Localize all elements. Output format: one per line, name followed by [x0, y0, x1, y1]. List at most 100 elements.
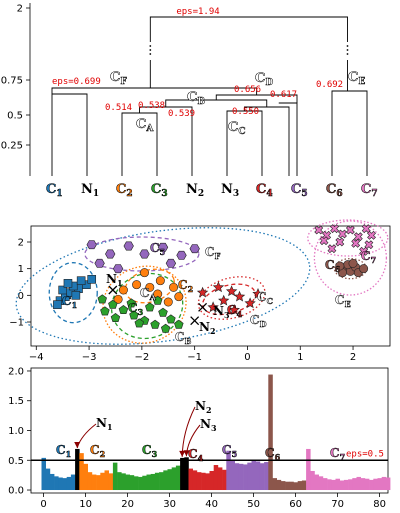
bar-ytick-label: 0.0 [8, 486, 24, 497]
dendro-ytick-label: 2 [17, 4, 23, 15]
label-c6: C6 [325, 258, 341, 274]
bar-c7 [348, 479, 353, 491]
bar-c3 [150, 473, 156, 491]
noise-n2 [190, 316, 200, 326]
break-dot [346, 49, 349, 51]
bar-c4 [222, 469, 227, 491]
point-c7 [364, 240, 374, 250]
bar-c1 [62, 478, 67, 491]
hull-ce [313, 220, 388, 296]
bar-c7 [364, 478, 370, 491]
bar-c7 [331, 479, 336, 491]
point-c3 [160, 323, 171, 333]
bar-n1 [75, 448, 80, 491]
bar-c4 [188, 468, 193, 491]
point-c7 [367, 230, 376, 240]
point-c7 [353, 232, 363, 242]
point-c3 [108, 299, 118, 309]
point-c6 [359, 264, 369, 274]
bar-c1 [58, 477, 63, 491]
point-c3 [129, 310, 139, 320]
label-c3: C3 [142, 443, 158, 459]
point-c5 [86, 240, 97, 250]
point-c3 [158, 307, 168, 317]
arrow-n3-head [183, 450, 190, 457]
eps-label-0656: 0.656 [234, 85, 261, 95]
label-c3: C3 [151, 182, 168, 199]
point-c3 [174, 319, 184, 329]
label-c6: C6 [265, 446, 281, 462]
scatter-xtick-label: 0 [244, 352, 250, 363]
label-n1: N1 [81, 182, 99, 199]
bar-c5 [230, 460, 235, 491]
label-c2: C2 [116, 182, 133, 199]
label-c4: C4 [227, 303, 243, 319]
point-c2 [155, 276, 165, 286]
scatter-xtick-label: −3 [82, 352, 97, 363]
point-c7 [345, 225, 355, 235]
bar-c6 [289, 481, 294, 491]
label-ca: CA [136, 117, 154, 134]
point-c7 [314, 225, 324, 235]
threshold-label: eps=0.5 [346, 449, 384, 459]
bar-c3 [129, 475, 135, 491]
bar-c2 [83, 463, 88, 491]
label-c7: C7 [361, 182, 378, 199]
bar-c3 [121, 473, 126, 491]
label-n3: N3 [200, 417, 217, 433]
point-c3 [118, 305, 129, 315]
bar-c3 [154, 472, 160, 491]
bar-c3 [133, 476, 139, 491]
break-dot [346, 45, 349, 47]
label-ce: CE [348, 70, 365, 87]
scatter-xtick-label: −1 [187, 352, 202, 363]
point-c3 [145, 302, 155, 312]
eps-label-0617: 0.617 [270, 90, 297, 100]
point-c3 [166, 314, 176, 324]
bar-xtick-label: 80 [373, 499, 386, 510]
point-c4 [244, 297, 256, 309]
hull-cf [15, 227, 311, 345]
bar-c1 [41, 457, 46, 491]
bar-n2 [180, 457, 185, 491]
bar-c1 [45, 468, 51, 491]
bar-c2 [91, 474, 97, 491]
bar-c5 [251, 460, 256, 491]
point-c5 [139, 249, 150, 259]
bar-c6 [293, 482, 298, 491]
bar-c3 [138, 476, 143, 491]
dendro-link [51, 87, 258, 176]
bar-c7 [352, 478, 357, 491]
label-ce: CE [335, 293, 351, 309]
label-cf: CF [110, 70, 127, 87]
bar-c3 [171, 467, 177, 491]
point-c5 [157, 242, 169, 252]
bar-c7 [322, 478, 328, 491]
dendro-ytick-label: 0.5 [7, 111, 23, 122]
bar-c7 [369, 479, 374, 491]
bar-c2 [96, 475, 101, 491]
dendro-link [52, 93, 88, 176]
bar-c3 [167, 469, 172, 491]
point-c4 [212, 281, 225, 293]
label-c6: C6 [326, 182, 343, 199]
bar-c4 [196, 472, 202, 491]
label-cc: CC [228, 120, 246, 137]
scatter-ytick-label: 1 [18, 264, 24, 275]
bar-ytick-label: 1.0 [8, 426, 24, 437]
bar-c3 [163, 470, 168, 491]
bar-c7 [385, 477, 391, 491]
label-c5: C5 [222, 443, 237, 459]
bar-c2 [108, 473, 114, 491]
label-n3: N3 [213, 304, 230, 320]
hull-c7 [307, 219, 389, 257]
eps-label-0539: 0.539 [168, 109, 195, 119]
bar-n3 [184, 457, 189, 491]
label-n2: N2 [195, 399, 212, 415]
point-c1 [63, 279, 73, 288]
label-c3: C3 [128, 301, 144, 317]
scatter-ytick-label: −1 [9, 318, 24, 329]
bar-c4 [217, 467, 223, 491]
hull-c5 [84, 236, 200, 272]
